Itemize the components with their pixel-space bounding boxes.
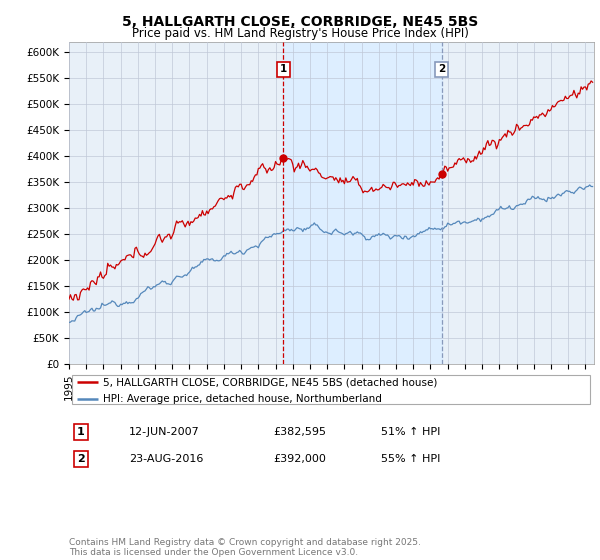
Text: 2: 2 [438, 64, 445, 74]
Text: 1: 1 [77, 427, 85, 437]
Text: Price paid vs. HM Land Registry's House Price Index (HPI): Price paid vs. HM Land Registry's House … [131, 27, 469, 40]
Text: 55% ↑ HPI: 55% ↑ HPI [381, 454, 440, 464]
Text: Contains HM Land Registry data © Crown copyright and database right 2025.
This d: Contains HM Land Registry data © Crown c… [69, 538, 421, 557]
Text: HPI: Average price, detached house, Northumberland: HPI: Average price, detached house, Nort… [103, 394, 382, 404]
Text: 2: 2 [77, 454, 85, 464]
Text: 23-AUG-2016: 23-AUG-2016 [129, 454, 203, 464]
FancyBboxPatch shape [71, 375, 590, 404]
Text: £382,595: £382,595 [273, 427, 326, 437]
Text: 5, HALLGARTH CLOSE, CORBRIDGE, NE45 5BS: 5, HALLGARTH CLOSE, CORBRIDGE, NE45 5BS [122, 15, 478, 29]
Text: 5, HALLGARTH CLOSE, CORBRIDGE, NE45 5BS (detached house): 5, HALLGARTH CLOSE, CORBRIDGE, NE45 5BS … [103, 377, 437, 388]
Text: 51% ↑ HPI: 51% ↑ HPI [381, 427, 440, 437]
Text: £392,000: £392,000 [273, 454, 326, 464]
Text: 1: 1 [280, 64, 287, 74]
Text: 12-JUN-2007: 12-JUN-2007 [129, 427, 200, 437]
Bar [283, 42, 442, 364]
